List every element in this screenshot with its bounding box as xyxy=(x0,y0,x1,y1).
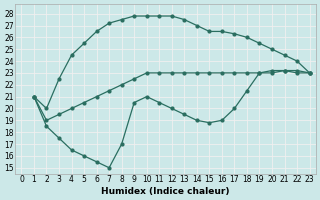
X-axis label: Humidex (Indice chaleur): Humidex (Indice chaleur) xyxy=(101,187,230,196)
